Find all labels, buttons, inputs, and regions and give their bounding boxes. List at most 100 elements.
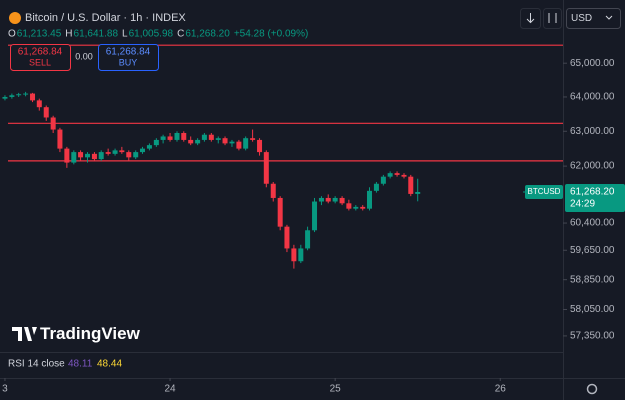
candle-body bbox=[305, 230, 311, 249]
y-tick-label: 57,350.00 bbox=[570, 331, 615, 342]
candle-body bbox=[325, 197, 331, 202]
candle-body bbox=[16, 94, 22, 96]
y-tick-label: 59,650.00 bbox=[570, 245, 615, 256]
candle-body bbox=[71, 152, 77, 163]
candle-body bbox=[36, 100, 42, 108]
candle-body bbox=[277, 197, 283, 227]
candle-body bbox=[257, 139, 263, 153]
settings-icon[interactable] bbox=[586, 383, 598, 395]
candle-body bbox=[353, 206, 359, 209]
ohlc-value: 61,213.45 bbox=[17, 29, 62, 40]
download-icon bbox=[526, 13, 535, 24]
ohlc-value: 61,005.98 bbox=[129, 29, 174, 40]
candle-body bbox=[85, 153, 91, 158]
buy-button[interactable] bbox=[98, 44, 159, 71]
y-tick-label: 64,000.00 bbox=[570, 92, 615, 103]
y-tick-label: 63,000.00 bbox=[570, 126, 615, 137]
candle-body bbox=[346, 203, 352, 209]
ohlc-key: C bbox=[177, 29, 184, 40]
candle-body bbox=[298, 248, 304, 262]
candle-body bbox=[312, 201, 318, 231]
candle-body bbox=[160, 136, 166, 140]
candle-body bbox=[401, 174, 407, 177]
candle-body bbox=[64, 148, 70, 163]
candle-body bbox=[332, 197, 338, 202]
y-tick-label: 62,000.00 bbox=[570, 161, 615, 172]
spread: 0.00 bbox=[75, 51, 93, 61]
candle-body bbox=[133, 152, 139, 158]
symbol-tag: BTCUSD bbox=[528, 187, 561, 196]
candle-body bbox=[229, 141, 235, 144]
candle-body bbox=[208, 134, 214, 140]
candle-body bbox=[339, 197, 345, 204]
countdown: 24:29 bbox=[570, 199, 595, 210]
rsi-value: 48.11 bbox=[68, 359, 93, 370]
candle-body bbox=[181, 132, 187, 140]
candle-body bbox=[174, 132, 180, 140]
candle-body bbox=[360, 206, 366, 209]
candle-body bbox=[98, 152, 104, 160]
price-tag: 61,268.20 bbox=[570, 187, 615, 198]
candle-body bbox=[270, 183, 276, 198]
sell-button[interactable] bbox=[10, 44, 71, 71]
rsi-ma: 48.44 bbox=[97, 359, 122, 370]
candle-body bbox=[112, 150, 118, 154]
candle-body bbox=[78, 152, 84, 158]
candle-body bbox=[373, 183, 379, 191]
candle-body bbox=[30, 93, 36, 101]
price-tag-bg bbox=[565, 183, 625, 212]
dropdown-icon bbox=[605, 15, 613, 20]
candle-body bbox=[318, 197, 324, 202]
candle-body bbox=[9, 95, 15, 97]
bitcoin-icon bbox=[9, 12, 21, 24]
ohlc-row: O 61,213.45 H 61,641.88 L 61,005.98 C 61,268.20… bbox=[8, 29, 308, 40]
candle-body bbox=[366, 190, 372, 209]
ohlc-key: H bbox=[65, 29, 72, 40]
candle-body bbox=[394, 173, 400, 175]
candle-body bbox=[291, 248, 297, 262]
candle-body bbox=[105, 152, 111, 154]
candle-body bbox=[195, 139, 201, 144]
candle-body bbox=[139, 148, 145, 153]
buy-label[interactable]: BUY bbox=[119, 57, 138, 67]
layout-button[interactable] bbox=[543, 8, 562, 29]
currency-select[interactable] bbox=[566, 8, 621, 29]
y-tick-label: 65,000.00 bbox=[570, 58, 615, 69]
symbol-title: Bitcoin / U.S. Dollar · 1h · INDEX bbox=[25, 12, 186, 24]
sell-price[interactable]: 61,268.84 bbox=[18, 47, 63, 58]
download-button[interactable] bbox=[520, 8, 541, 29]
candle-body bbox=[201, 134, 207, 140]
candle-body bbox=[284, 226, 290, 249]
candle-body bbox=[146, 145, 152, 149]
candle-body bbox=[250, 138, 256, 140]
candle-body bbox=[236, 141, 242, 149]
symbol-tag-bg bbox=[525, 184, 563, 199]
candle-body bbox=[43, 107, 49, 118]
y-tick-label: 58,050.00 bbox=[570, 304, 615, 315]
ohlc-key: L bbox=[122, 29, 128, 40]
change: +54.28 (+0.09%) bbox=[234, 29, 309, 40]
candle-body bbox=[387, 173, 393, 177]
ohlc-value: 61,268.20 bbox=[185, 29, 230, 40]
candle-body bbox=[153, 139, 159, 146]
candle-body bbox=[119, 150, 125, 153]
candle-body bbox=[126, 152, 132, 158]
candle-body bbox=[188, 139, 194, 144]
candle-body bbox=[2, 96, 8, 99]
y-tick-label: 60,400.00 bbox=[570, 218, 615, 229]
currency[interactable]: USD bbox=[571, 13, 592, 24]
candle-body bbox=[91, 153, 97, 160]
candle-body bbox=[167, 136, 173, 140]
x-tick-label: 25 bbox=[330, 384, 342, 395]
candle-body bbox=[222, 138, 228, 144]
candle-body bbox=[415, 191, 421, 194]
layout-icon bbox=[548, 13, 557, 23]
candle-body bbox=[408, 176, 414, 194]
x-tick-label: 26 bbox=[495, 384, 507, 395]
sell-label[interactable]: SELL bbox=[29, 57, 51, 67]
buy-price[interactable]: 61,268.84 bbox=[106, 47, 151, 58]
candle-body bbox=[215, 138, 221, 140]
x-tick-label: 24 bbox=[164, 384, 176, 395]
watermark: TradingView bbox=[40, 324, 141, 343]
